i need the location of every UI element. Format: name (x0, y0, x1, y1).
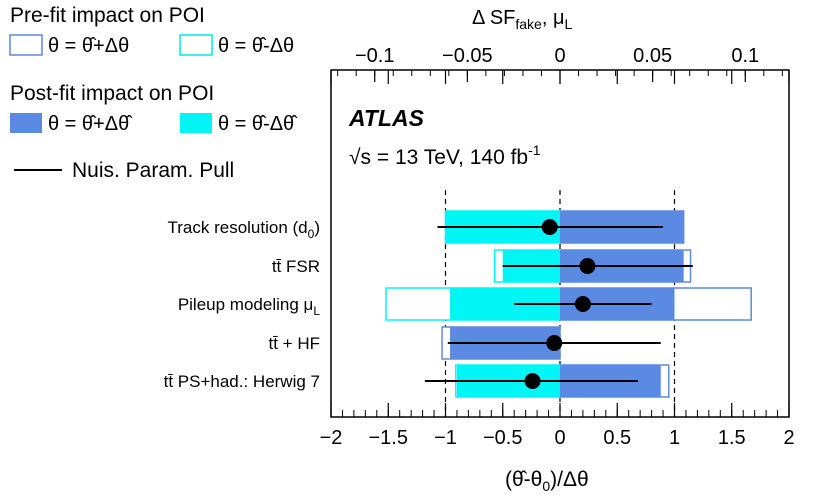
pull-marker (574, 296, 591, 312)
legend-postfit-title: Post-fit impact on POI (10, 82, 214, 105)
energy-text: = 13 TeV, 140 fb (371, 146, 528, 169)
pull-marker (524, 373, 541, 389)
bottom-tick-label: 1.5 (718, 427, 746, 449)
bottom-axis-title-a: (θ̂-θ (505, 468, 542, 491)
parameter-label-main: tt̄ + HF (269, 334, 320, 353)
bottom-axis-ticks: −2 −1.5 −1 −0.5 0 0.5 1 1.5 2 (320, 70, 795, 449)
parameter-label: tt̄ PS+had.: Herwig 7 (164, 372, 320, 391)
top-axis-ticks: −0.1 −0.05 0 0.05 0.1 (337, 45, 783, 82)
parameter-label-sub: L (313, 304, 320, 318)
legend-postfit-up-label: θ = θ̂+Δθ̂ (48, 113, 133, 135)
legend-postfit-up-swatch (10, 113, 42, 133)
legend-prefit-title: Pre-fit impact on POI (10, 4, 205, 27)
pull-marker (541, 219, 558, 235)
parameter-label-end: ) (314, 218, 320, 237)
legend-pull-label: Nuis. Param. Pull (72, 159, 234, 182)
legend-prefit-down-label: θ = θ̂-Δθ (218, 35, 294, 57)
parameter-label: Pileup modeling μL (178, 295, 321, 318)
legend-prefit-up-swatch (9, 34, 43, 56)
bottom-tick-label: 2 (783, 427, 794, 449)
atlas-label: ATLAS (348, 105, 425, 131)
top-axis-title-sub1: fake (515, 16, 542, 32)
legend-prefit-down-swatch (179, 34, 213, 56)
bottom-axis-title-b: )/Δθ (550, 468, 589, 491)
top-tick-label: 0.05 (633, 45, 672, 67)
bottom-tick-label: −1.5 (369, 427, 408, 449)
bottom-tick-label: −1 (434, 427, 457, 449)
top-axis-title-sub2: L (564, 16, 572, 32)
parameter-label-sub: 0 (308, 227, 315, 241)
legend: Pre-fit impact on POI θ = θ̂+Δθ θ = θ̂-Δ… (9, 4, 298, 182)
pull-markers (424, 219, 693, 389)
parameter-label: tt̄ + HF (269, 334, 320, 353)
energy-sup: -1 (528, 142, 541, 158)
legend-postfit-down-label: θ = θ̂-Δθ̂ (218, 113, 298, 135)
parameter-label-main: Pileup modeling μ (178, 295, 314, 314)
bottom-tick-label: −2 (320, 427, 343, 449)
top-axis-title-main: Δ SF (472, 7, 515, 29)
parameter-label: Track resolution (d0) (167, 218, 320, 241)
top-tick-label: −0.1 (355, 45, 394, 67)
parameter-label-main: tt̄ PS+had.: Herwig 7 (164, 372, 320, 391)
energy-sqrt: √s (349, 146, 371, 169)
parameter-labels: Track resolution (d0) tt̄ FSR Pileup model… (164, 218, 321, 391)
top-axis-title: Δ SFfake, μL (472, 7, 572, 32)
legend-postfit-down-swatch (180, 113, 212, 133)
bottom-tick-label: 1 (669, 427, 680, 449)
top-tick-label: 0.1 (731, 45, 759, 67)
bottom-tick-label: 0.5 (603, 427, 631, 449)
bottom-axis-title: (θ̂-θ0)/Δθ (505, 468, 589, 494)
top-axis-title-mid: , μ (542, 7, 565, 29)
pull-marker (546, 335, 563, 351)
top-tick-label: −0.05 (442, 45, 493, 67)
bottom-tick-label: −0.5 (483, 427, 522, 449)
legend-prefit-up-label: θ = θ̂+Δθ (48, 35, 129, 57)
bottom-axis-title-sub: 0 (542, 478, 550, 494)
parameter-label-main: tt̄ FSR (272, 257, 320, 276)
top-tick-label: 0 (554, 45, 565, 67)
bottom-tick-label: 0 (554, 427, 565, 449)
parameter-label: tt̄ FSR (272, 257, 320, 276)
pull-marker (579, 258, 596, 274)
energy-label: √s = 13 TeV, 140 fb-1 (349, 142, 541, 169)
parameter-label-main: Track resolution (d (167, 218, 307, 237)
